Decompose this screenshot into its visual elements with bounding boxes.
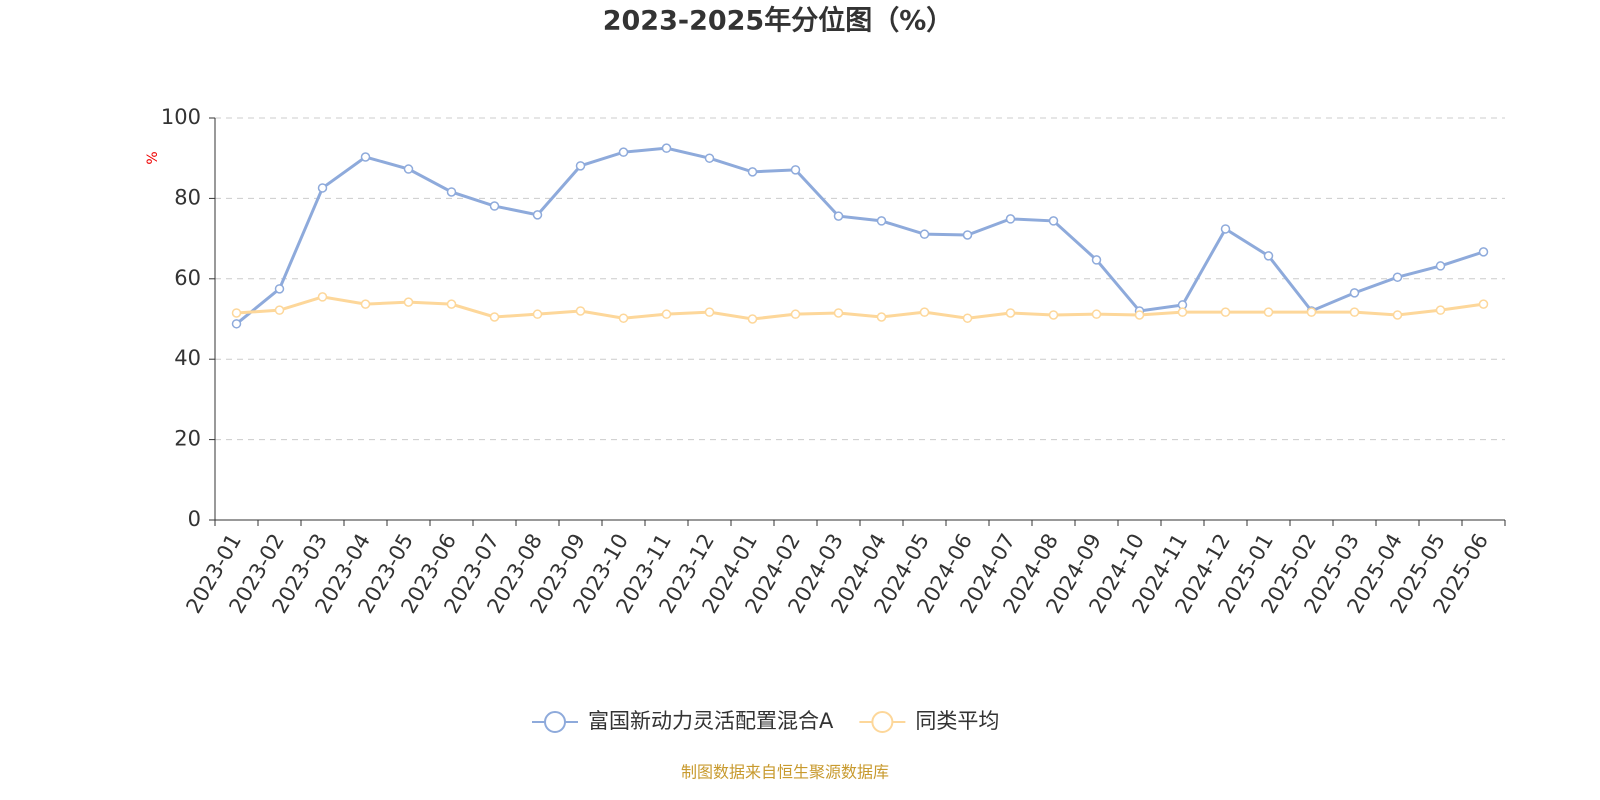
- point: [876, 216, 887, 226]
- point: [489, 201, 500, 211]
- point: [962, 313, 973, 323]
- series-line: [236, 295, 1484, 321]
- point: [790, 309, 801, 319]
- point: [1349, 288, 1360, 298]
- legend-label: 同类平均: [915, 709, 999, 733]
- point: [661, 309, 672, 319]
- point: [618, 147, 629, 157]
- point: [747, 167, 758, 177]
- point: [317, 183, 328, 193]
- point: [1048, 216, 1059, 226]
- point: [833, 308, 844, 318]
- point: [274, 284, 285, 294]
- point: [231, 319, 242, 329]
- point: [274, 305, 285, 315]
- point: [1220, 224, 1231, 234]
- point: [446, 299, 457, 309]
- point: [1005, 308, 1016, 318]
- point: [1263, 307, 1274, 317]
- point: [317, 292, 328, 302]
- point: [489, 312, 500, 322]
- legend-marker: [544, 711, 566, 733]
- point: [1048, 310, 1059, 320]
- y-tick-label: 100: [161, 105, 201, 129]
- point: [790, 165, 801, 175]
- point: [403, 297, 414, 307]
- y-tick-label: 60: [174, 266, 201, 290]
- point: [919, 229, 930, 239]
- point: [704, 153, 715, 163]
- point: [704, 307, 715, 317]
- point: [575, 306, 586, 316]
- point: [446, 187, 457, 197]
- y-tick-label: 0: [188, 507, 201, 531]
- point: [833, 211, 844, 221]
- point: [1478, 299, 1489, 309]
- point: [1005, 214, 1016, 224]
- point: [747, 314, 758, 324]
- source-note: 制图数据来自恒生聚源数据库: [681, 763, 889, 782]
- point: [962, 230, 973, 240]
- point: [575, 161, 586, 171]
- point: [1392, 310, 1403, 320]
- point: [618, 313, 629, 323]
- point: [1306, 307, 1317, 317]
- point: [1134, 310, 1145, 320]
- legend-marker: [871, 711, 894, 733]
- point: [403, 164, 414, 174]
- y-axis-label: %: [145, 151, 161, 164]
- series-line: [235, 146, 1484, 325]
- point: [1091, 309, 1102, 319]
- point: [1349, 307, 1360, 317]
- point: [360, 299, 371, 309]
- chart-title: 2023-2025年分位图（%）: [603, 5, 954, 37]
- point: [1435, 261, 1446, 271]
- y-tick-label: 20: [174, 427, 201, 451]
- point: [1091, 255, 1102, 265]
- y-tick-label: 40: [174, 346, 201, 370]
- point: [1435, 305, 1446, 315]
- point: [532, 309, 543, 319]
- point: [1478, 247, 1489, 257]
- legend-label: 富国新动力灵活配置混合A: [588, 709, 834, 733]
- point: [1263, 251, 1274, 261]
- point: [876, 312, 887, 322]
- point: [919, 307, 930, 317]
- y-tick-label: 80: [174, 185, 201, 209]
- point: [360, 152, 371, 162]
- point: [1392, 272, 1403, 282]
- point: [661, 143, 672, 153]
- point: [532, 210, 543, 220]
- point: [1220, 307, 1231, 317]
- point: [1177, 307, 1188, 317]
- point: [231, 308, 242, 318]
